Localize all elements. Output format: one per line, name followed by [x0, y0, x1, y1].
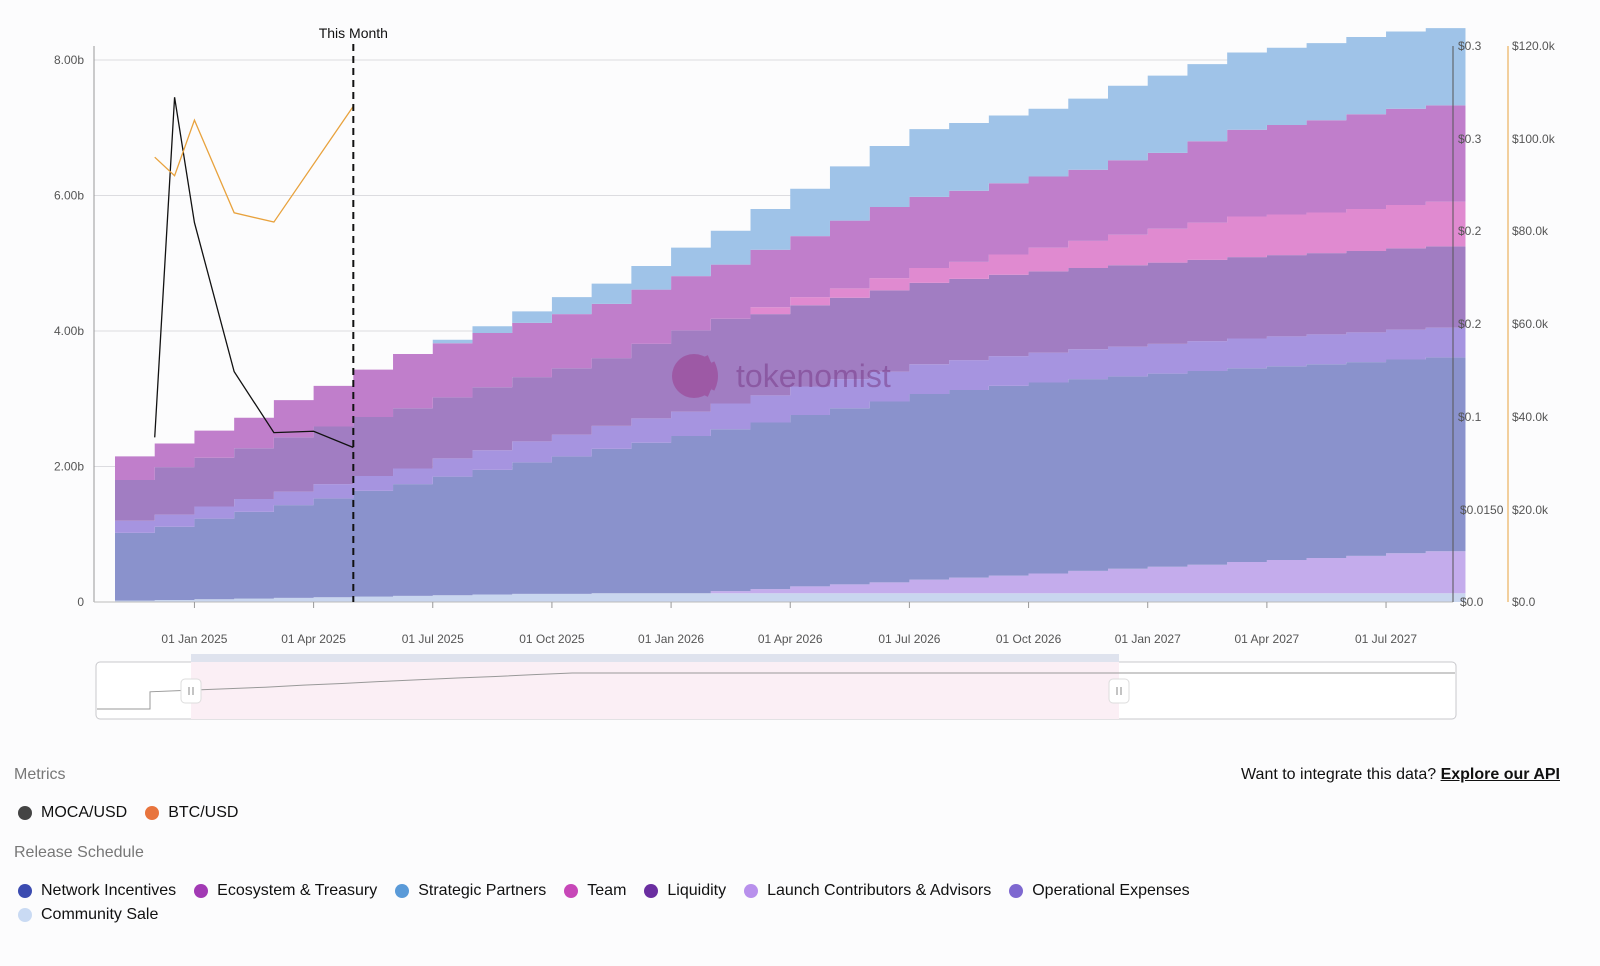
legend-label: Liquidity	[667, 882, 727, 899]
release-strategic-partners[interactable]: Strategic Partners	[395, 882, 546, 900]
release-network-incentives[interactable]: Network Incentives	[18, 882, 176, 900]
unlock-chart: 0 2.00b 4.00b 6.00b 8.00b 01 Jan 2025 01 Apr 2…	[54, 25, 1556, 720]
legend-dot-icon	[644, 884, 659, 898]
legend-dot-icon	[194, 884, 209, 898]
y-tick-label: 4.00b	[54, 324, 84, 338]
x-tick-label: 01 Oct 2026	[996, 632, 1062, 646]
area-strategic-partners-ecosystem[interactable]	[115, 105, 1466, 481]
range-navigator[interactable]	[95, 654, 1457, 720]
legend-label: Launch Contributors & Advisors	[767, 882, 992, 899]
legend-dot-icon	[1009, 884, 1024, 898]
tokenomist-watermark: tokenomist	[672, 354, 891, 398]
legend-label: Ecosystem & Treasury	[217, 882, 378, 899]
x-tick-label: 01 Jan 2027	[1115, 632, 1181, 646]
area-operational-expenses[interactable]	[115, 327, 1466, 533]
api-cta: Want to integrate this data? Explore our…	[1241, 766, 1560, 784]
x-tick-label: 01 Oct 2025	[519, 632, 585, 646]
explore-api-link[interactable]: Explore our API	[1440, 766, 1560, 783]
btc-tick-label: $60.0k	[1512, 317, 1549, 331]
area-team[interactable]	[115, 201, 1466, 481]
metrics-legend: MOCA/USD BTC/USD	[18, 804, 238, 822]
legend-dot-icon	[145, 806, 160, 820]
legend-label: Network Incentives	[41, 882, 177, 899]
price-tick-label: $0.0150	[1460, 503, 1504, 517]
release-launch-contributors-advisors[interactable]: Launch Contributors & Advisors	[744, 882, 991, 900]
legend-label: BTC/USD	[168, 804, 239, 821]
price-tick-label: $0.0	[1460, 595, 1484, 609]
btc-tick-label: $120.0k	[1512, 39, 1556, 53]
release-schedule-legend: Network Incentives Ecosystem & Treasury St…	[18, 882, 1278, 924]
x-tick-label: 01 Apr 2025	[281, 632, 346, 646]
release-team[interactable]: Team	[564, 882, 626, 900]
metrics-title: Metrics	[14, 766, 66, 783]
this-month-label: This Month	[319, 25, 388, 41]
x-tick-label: 01 Jul 2027	[1355, 632, 1417, 646]
legend-dot-icon	[18, 806, 32, 820]
watermark-text: tokenomist	[736, 358, 891, 394]
legend-dot-icon	[395, 884, 410, 898]
legend-label: Strategic Partners	[418, 882, 547, 899]
y-tick-label: 6.00b	[54, 189, 84, 203]
release-schedule-title: Release Schedule	[14, 844, 144, 861]
line-moca-usd[interactable]	[154, 97, 354, 449]
metric-moca-usd[interactable]: MOCA/USD	[18, 804, 127, 822]
area-launch-contributors-advisors[interactable]	[115, 551, 1466, 601]
legend-dot-icon	[564, 884, 579, 898]
btc-tick-label: $80.0k	[1512, 224, 1549, 238]
release-liquidity[interactable]: Liquidity	[644, 882, 726, 900]
release-operational-expenses[interactable]: Operational Expenses	[1009, 882, 1190, 900]
x-tick-label: 01 Apr 2027	[1235, 632, 1300, 646]
x-tick-label: 01 Apr 2026	[758, 632, 823, 646]
price-tick-label: $0.2	[1458, 317, 1482, 331]
price-tick-label: $0.3	[1458, 39, 1482, 53]
navigator-scrollbar[interactable]	[191, 654, 1119, 662]
navigator-selection[interactable]	[191, 662, 1119, 719]
legend-label: Operational Expenses	[1032, 882, 1190, 899]
x-tick-label: 01 Jul 2025	[402, 632, 464, 646]
legend-label: Community Sale	[41, 906, 159, 923]
price-tick-label: $0.1	[1458, 410, 1482, 424]
navigator-series	[97, 672, 1455, 710]
navigator-handle[interactable]	[1108, 678, 1130, 704]
legend-label: Team	[587, 882, 627, 899]
area-ecosystem-treasury[interactable]	[115, 246, 1466, 521]
legend-dot-icon	[744, 884, 759, 898]
area-network-incentives[interactable]	[115, 357, 1466, 601]
x-tick-label: 01 Jan 2025	[161, 632, 227, 646]
price-tick-label: $0.2	[1458, 224, 1482, 238]
y-tick-label: 0	[77, 595, 84, 609]
x-tick-label: 01 Jan 2026	[638, 632, 704, 646]
area-strategic-partners[interactable]	[115, 28, 1466, 457]
metric-btc-usd[interactable]: BTC/USD	[145, 804, 238, 822]
release-ecosystem-treasury[interactable]: Ecosystem & Treasury	[194, 882, 377, 900]
btc-tick-label: $40.0k	[1512, 410, 1549, 424]
btc-tick-label: $100.0k	[1512, 132, 1556, 146]
price-tick-label: $0.3	[1458, 132, 1482, 146]
legend-dot-icon	[18, 884, 32, 898]
x-tick-label: 01 Jul 2026	[878, 632, 940, 646]
btc-tick-label: $0.0	[1512, 595, 1536, 609]
release-community-sale[interactable]: Community Sale	[18, 906, 158, 924]
navigator-handle[interactable]	[180, 678, 202, 704]
area-community-sale[interactable]	[115, 593, 1466, 602]
y-tick-label: 8.00b	[54, 53, 84, 67]
legend-label: MOCA/USD	[41, 804, 128, 821]
btc-tick-label: $20.0k	[1512, 503, 1549, 517]
api-question: Want to integrate this data?	[1241, 766, 1437, 783]
y-tick-label: 2.00b	[54, 460, 84, 474]
legend-dot-icon	[18, 908, 32, 922]
line-btc-usd[interactable]	[154, 105, 354, 223]
